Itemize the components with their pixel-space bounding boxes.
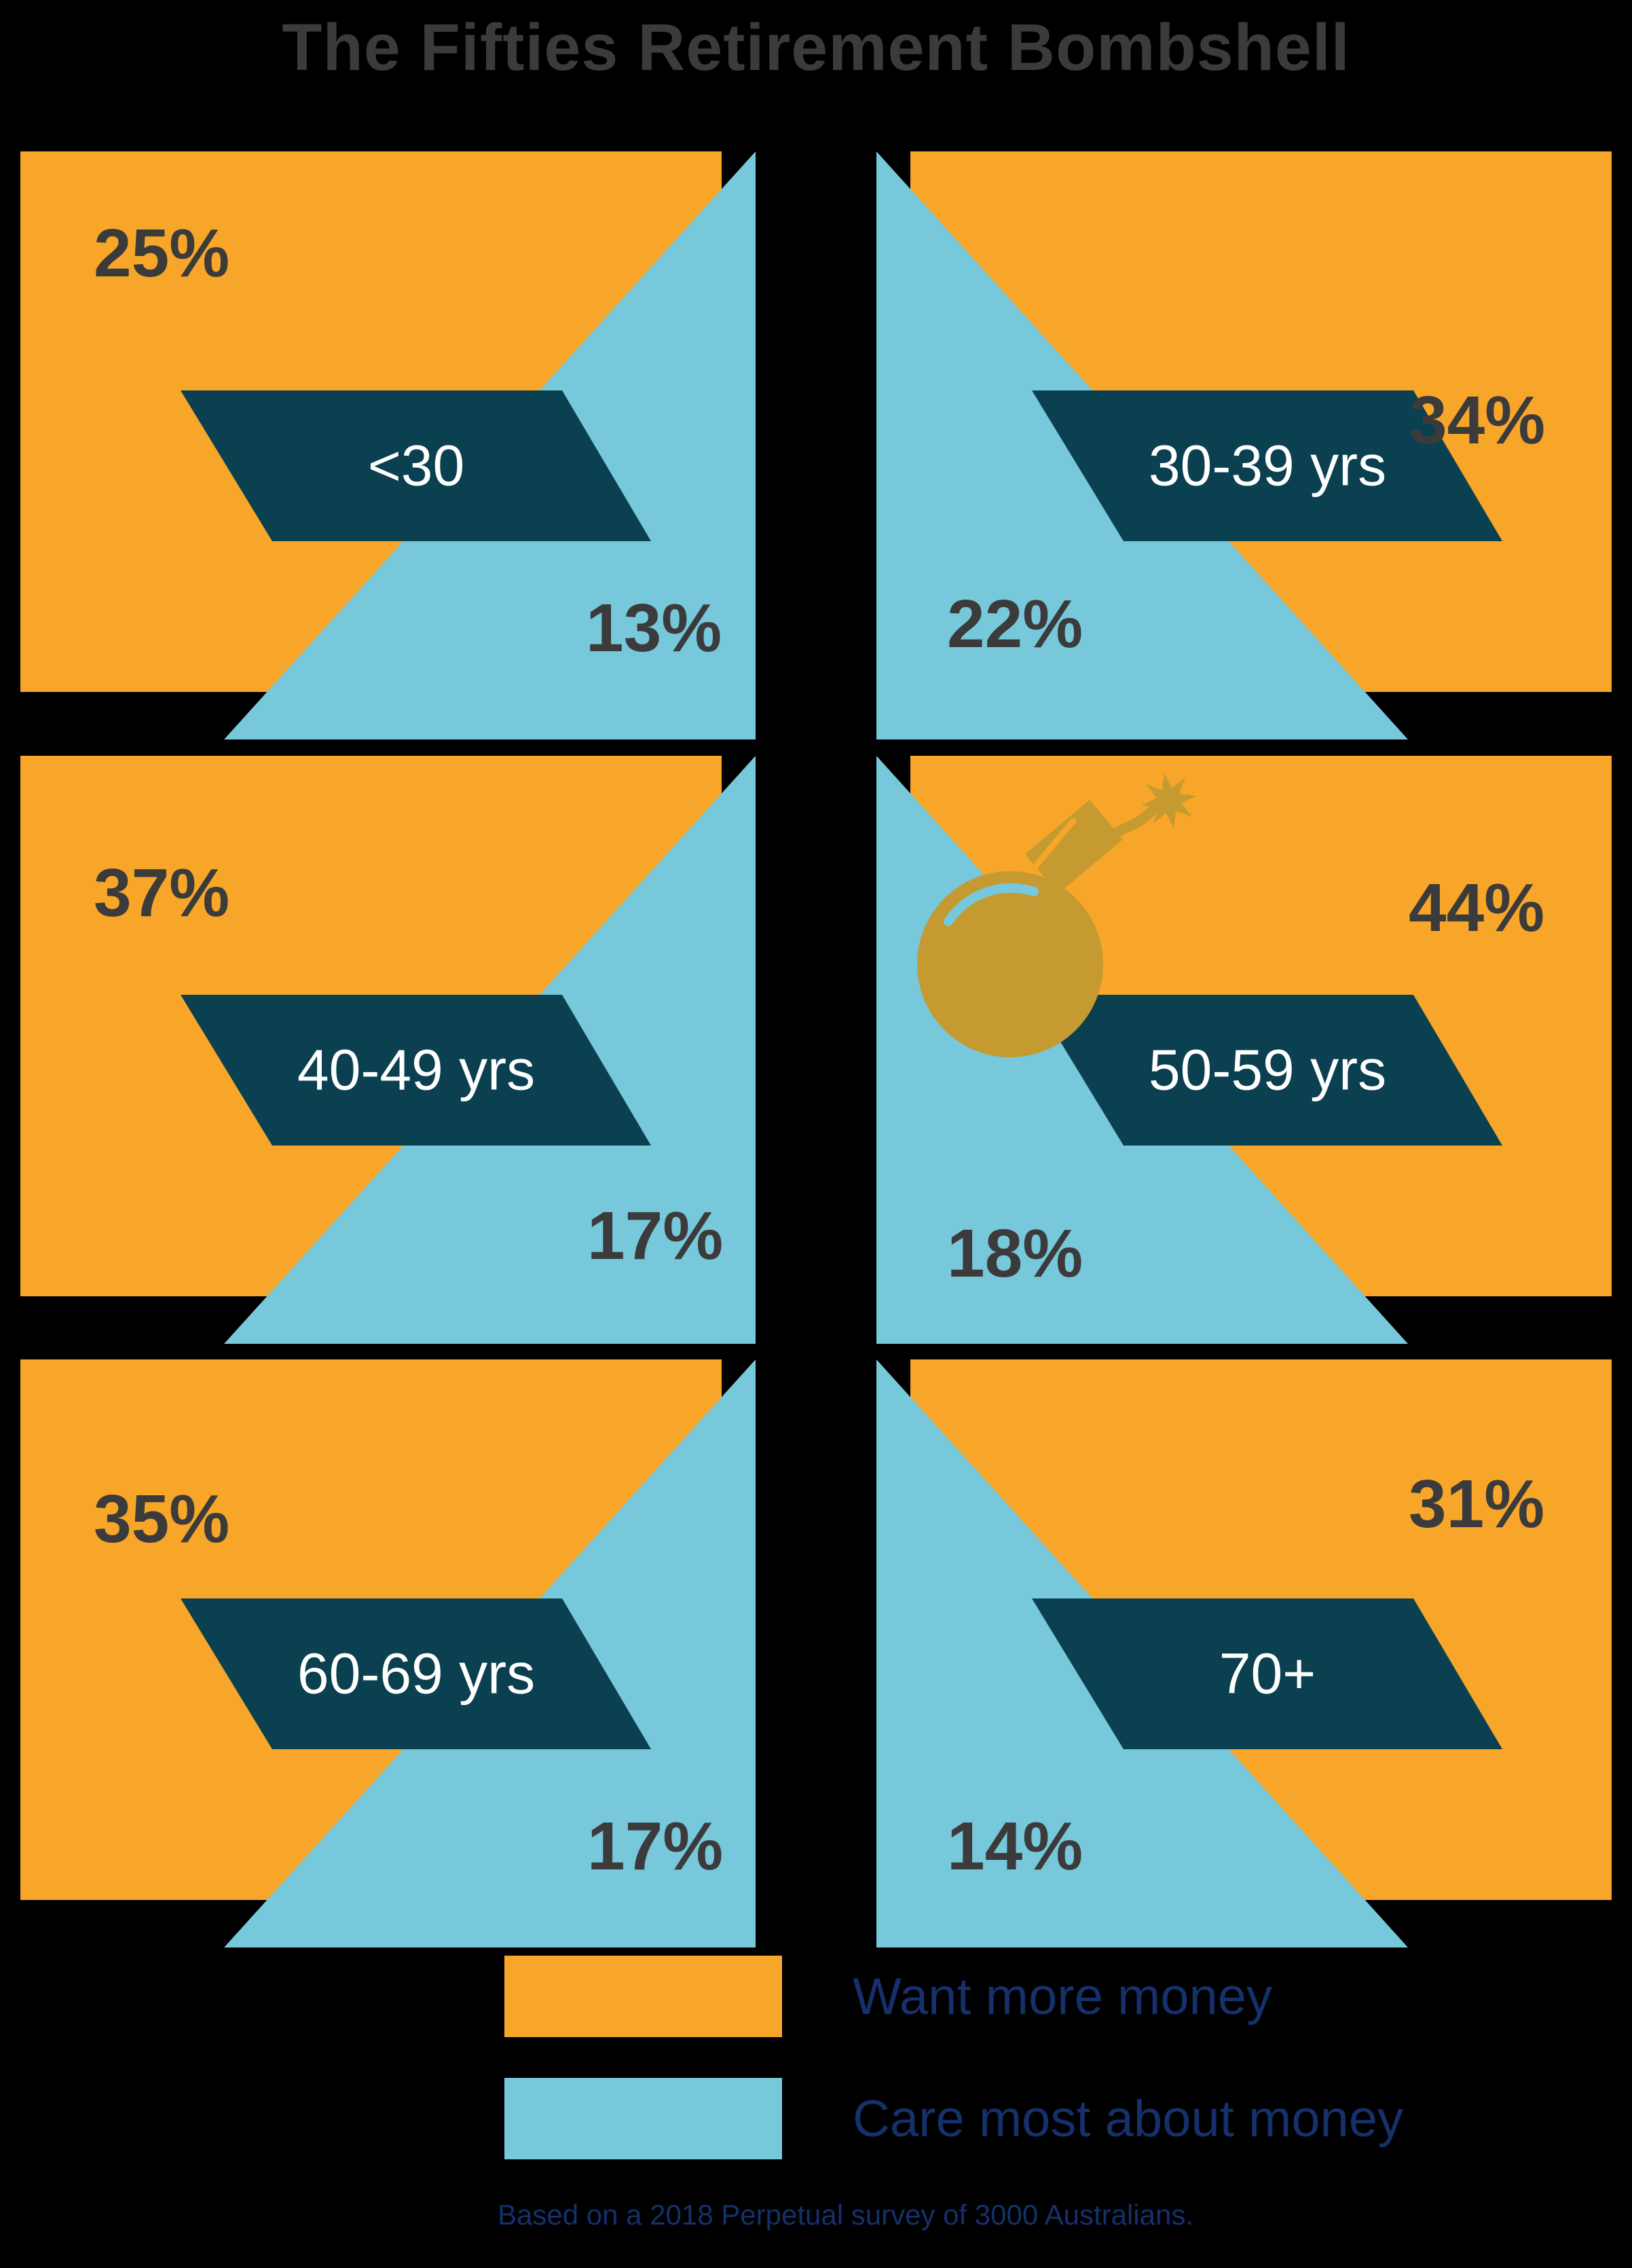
- age-group-label: 30-39 yrs: [1148, 433, 1387, 498]
- bomb-icon: [917, 773, 1197, 1057]
- legend-label-care-most-about-money: Care most about money: [853, 2089, 1404, 2148]
- age-band: [1032, 1598, 1502, 1749]
- want-more-money-value: 44%: [1409, 870, 1545, 946]
- panel-60-69: 35% 17% 60-69 yrs: [20, 1359, 811, 1947]
- want-more-money-value: 25%: [94, 215, 230, 291]
- bomb-neck: [1025, 800, 1123, 894]
- panel-30-39: 34% 22% 30-39 yrs: [821, 151, 1612, 739]
- age-band: [181, 1598, 651, 1749]
- panel-shapes: [20, 756, 756, 1344]
- want-more-money-value: 31%: [1409, 1466, 1545, 1542]
- care-most-about-money-value: 17%: [587, 1198, 724, 1274]
- age-band: [181, 390, 651, 541]
- age-group-label: 40-49 yrs: [297, 1038, 536, 1102]
- panel-50-59: 44% 18% 50-59 yrs: [821, 756, 1612, 1344]
- bomb-body: [917, 871, 1103, 1057]
- age-group-label: <30: [367, 433, 465, 498]
- panel-shapes: [876, 756, 1612, 1344]
- legend-swatch-want-more-money: [504, 1956, 782, 2037]
- age-group-label: 50-59 yrs: [1148, 1038, 1387, 1102]
- care-most-about-money-value: 22%: [947, 586, 1083, 662]
- bomb-highlight: [944, 883, 1039, 926]
- age-group-label: 60-69 yrs: [297, 1641, 536, 1706]
- age-band: [1032, 390, 1502, 541]
- panel-shapes: [876, 1359, 1612, 1947]
- want-more-money-value: 34%: [1409, 382, 1546, 458]
- age-band: [1032, 995, 1502, 1146]
- page-title: The Fifties Retirement Bombshell: [282, 10, 1350, 84]
- panel-shapes: [876, 151, 1612, 739]
- want-more-money-value: 35%: [94, 1481, 230, 1557]
- care-most-about-money-value: 17%: [587, 1808, 724, 1884]
- legend-swatch-care-most-about-money: [504, 2078, 782, 2159]
- bomb-neck-slit: [1032, 818, 1077, 870]
- care-most-about-money-value: 18%: [947, 1215, 1083, 1292]
- care-most-about-money-value: 14%: [947, 1808, 1083, 1884]
- legend-label-want-more-money: Want more money: [853, 1967, 1273, 2026]
- source-note: Based on a 2018 Perpetual survey of 3000…: [498, 2199, 1194, 2231]
- age-group-label: 70+: [1219, 1641, 1316, 1706]
- care-most-about-money-value: 13%: [586, 590, 722, 666]
- bomb-spark-icon: [1141, 773, 1197, 828]
- panel-under-30: 25% 13% <30: [20, 151, 811, 739]
- panel-shapes: [20, 1359, 756, 1947]
- age-band: [181, 995, 651, 1146]
- want-more-money-value: 37%: [94, 855, 230, 931]
- panel-40-49: 37% 17% 40-49 yrs: [20, 756, 811, 1344]
- panel-70-plus: 31% 14% 70+: [821, 1359, 1612, 1947]
- panel-shapes: [20, 151, 756, 739]
